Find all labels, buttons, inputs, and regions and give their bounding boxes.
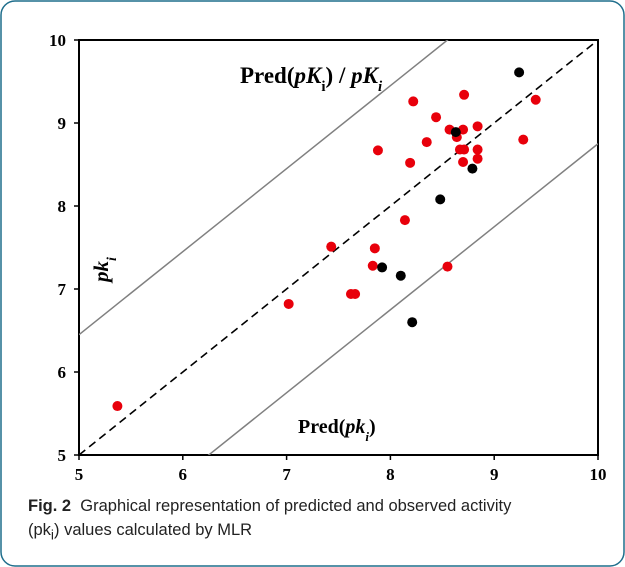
data-point [467,163,478,174]
caption-label: Fig. 2 [28,497,72,515]
caption-text-line1: Graphical representation of predicted an… [80,497,512,515]
data-point [459,144,470,155]
data-point [431,112,442,123]
ann-left-sub: i [105,257,120,261]
ann-left-var: pk [89,261,113,285]
data-point [472,121,483,132]
data-point [283,298,294,309]
data-point [369,243,380,254]
data-point [405,157,416,168]
bound-line-2 [207,143,598,455]
data-point [450,127,461,138]
data-point [395,270,406,281]
y-tick-label-10: 10 [49,31,66,50]
caption-text-sub: i [50,527,54,543]
y-tick-label-7: 7 [58,280,67,299]
data-point [112,401,123,412]
x-tick-label-8: 8 [386,465,395,484]
data-point [372,145,383,156]
data-point [399,215,410,226]
series-0 [112,89,541,412]
identity-line [79,40,598,455]
data-point [367,260,378,271]
x-tick-label-9: 9 [490,465,499,484]
reference-lines [79,40,598,455]
ann-top-prefix: Pred( [240,63,295,88]
caption-text-suffix: ) values calculated by MLR [53,521,253,539]
x-tick-label-7: 7 [282,465,291,484]
series-1 [377,67,525,328]
ann-top-var: pK [293,63,324,88]
data-point [458,157,469,168]
data-point [442,261,453,272]
y-tick-label-5: 5 [58,446,67,465]
data-point [435,194,446,205]
bound-line-1 [79,40,449,336]
plot-area-frame [78,39,599,456]
ann-top-suffix: ) / [326,63,352,88]
data-point [421,137,432,148]
data-point [472,144,483,155]
data-point [377,262,388,273]
annotation-pred-over-observed: Pred(pKi) / pKi [240,63,383,95]
ann-bottom-sub: i [365,429,369,444]
annotation-y-pki: pki [89,257,120,284]
data-point [407,317,418,328]
ann-bottom-var: pk [343,416,365,438]
figure-caption: Fig. 2 Graphical representation of predi… [28,494,608,547]
ann-bottom-suffix: ) [369,416,376,438]
x-tick-label-10: 10 [590,465,607,484]
y-tick-label-6: 6 [58,363,67,382]
data-point [518,134,529,145]
data-point [459,89,470,100]
annotation-pred-pki: Pred(pki) [298,416,376,444]
ann-top-var2: pK [349,63,380,88]
y-tick-label-8: 8 [58,197,67,216]
data-point [514,67,525,78]
x-tick-label-5: 5 [75,465,84,484]
ann-bottom-prefix: Pred( [298,416,346,438]
y-tick-label-9: 9 [58,114,67,133]
caption-text-prefix: (pk [28,521,51,539]
data-point [530,94,541,105]
ann-top-sub2: i [378,79,383,95]
data-point [326,241,337,252]
ann-top-sub: i [321,79,325,95]
data-point [350,288,361,299]
data-point [472,153,483,164]
x-tick-label-6: 6 [179,465,188,484]
data-point [408,96,419,107]
